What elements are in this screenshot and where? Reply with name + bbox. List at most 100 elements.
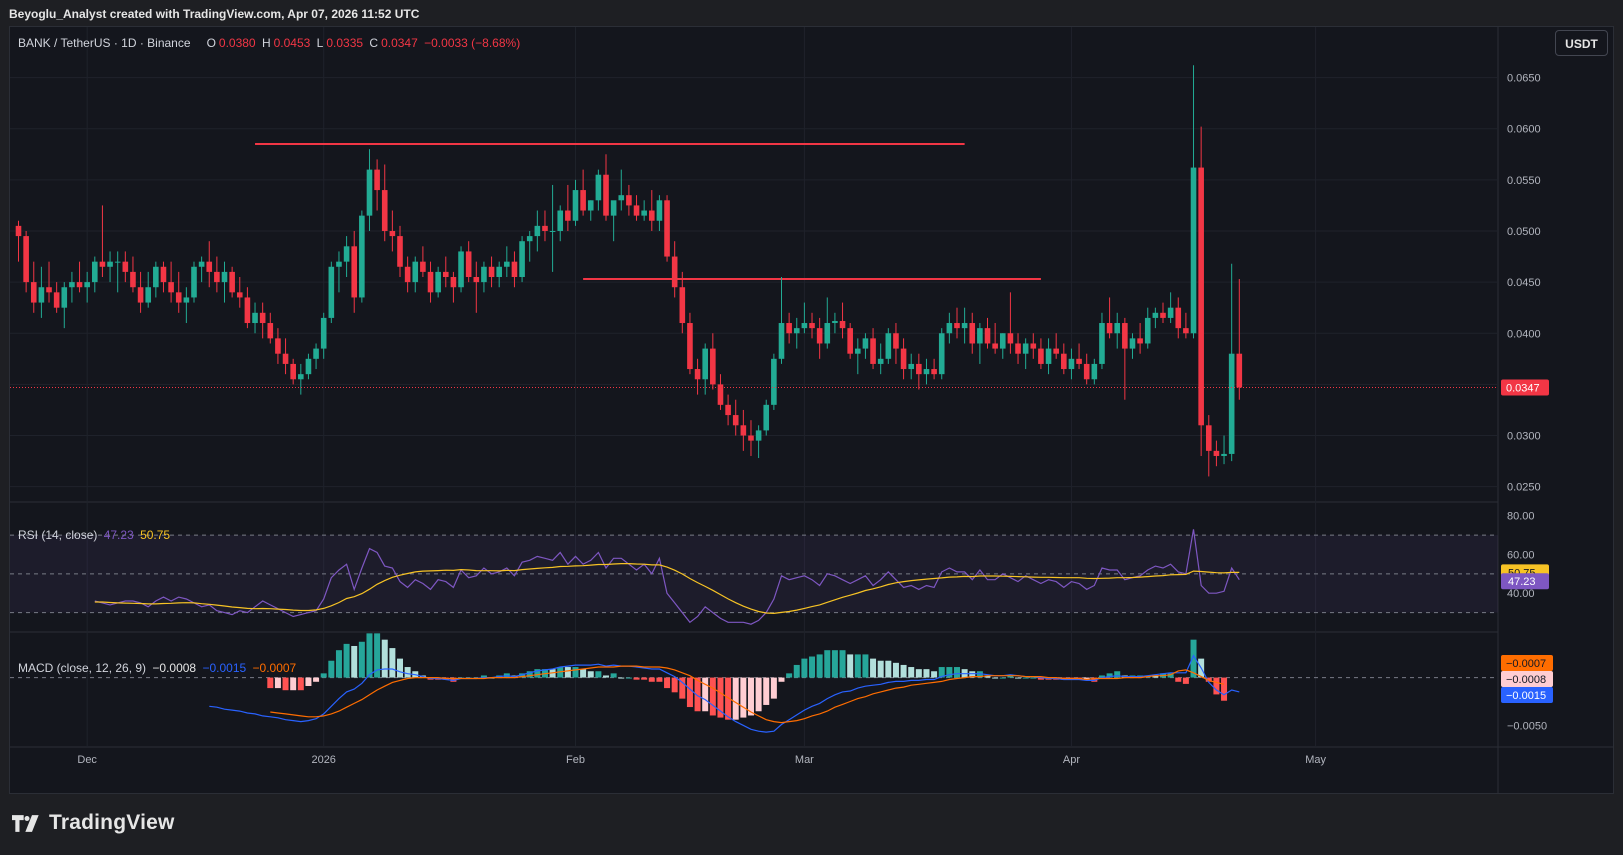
time-axis-label: 2026 <box>311 754 335 766</box>
candle-body <box>824 323 831 344</box>
candle-body <box>618 195 625 201</box>
candle-body <box>481 266 487 283</box>
candle-body <box>908 363 915 370</box>
candle-body <box>954 323 960 329</box>
macd-histogram-bar <box>351 645 358 678</box>
candle-body <box>1106 323 1113 334</box>
candle-body <box>1205 425 1212 451</box>
macd-histogram-bar <box>381 639 388 678</box>
high-value: 0.0453 <box>273 36 311 50</box>
candle-body <box>1160 312 1166 318</box>
candle-body <box>450 277 457 288</box>
candle-body <box>320 317 327 349</box>
macd-histogram-bar <box>839 650 846 678</box>
macd-histogram-bar <box>1007 675 1014 678</box>
macd-histogram-bar <box>969 671 976 678</box>
candle-body <box>442 271 449 277</box>
macd-histogram-bar <box>686 677 693 708</box>
time-axis-label: Feb <box>566 754 585 766</box>
candle-body <box>557 210 564 231</box>
last-price-tag <box>1501 379 1549 396</box>
candle-body <box>137 287 144 303</box>
macd-histogram-bar <box>519 673 526 678</box>
macd-histogram-bar <box>313 677 320 682</box>
candle-body <box>236 292 243 298</box>
candle-body <box>832 320 838 324</box>
candle-body <box>1175 307 1182 329</box>
candle-body <box>664 200 670 257</box>
open-label: O <box>206 36 216 50</box>
macd-histogram-bar <box>389 648 396 678</box>
macd-histogram-bar <box>1221 677 1228 701</box>
macd-histogram-bar <box>335 650 342 678</box>
macd-signal-tag <box>1501 655 1553 671</box>
chart-container[interactable]: 0.0650 0.0600 0.0550 0.0500 0.0450 0.0400 0.03… <box>9 26 1614 794</box>
macd-histogram-bar <box>953 667 960 678</box>
tradingview-logo[interactable]: TradingView <box>12 811 175 835</box>
candle-body <box>1152 312 1159 318</box>
candle-body <box>809 323 815 329</box>
candle-body <box>1167 307 1174 318</box>
macd-histogram-bar <box>1175 677 1182 682</box>
macd-histogram-bar <box>374 633 381 678</box>
candle-body <box>931 369 937 375</box>
rsi-ma-value: 50.75 <box>140 528 171 542</box>
candle-body <box>275 338 281 354</box>
macd-histogram-bar <box>397 658 403 678</box>
macd-histogram-bar <box>816 654 823 678</box>
macd-histogram-bar <box>633 677 640 680</box>
candle-body <box>1099 323 1105 364</box>
price-axis-label: 0.0450 <box>1507 277 1541 289</box>
currency-button[interactable]: USDT <box>1555 30 1608 56</box>
candle-body <box>38 287 45 303</box>
candle-body <box>656 200 663 221</box>
candle-body <box>198 261 205 267</box>
low-label: L <box>316 36 324 50</box>
macd-histogram-bar <box>648 677 655 682</box>
macd-line-tag-label: −0.0015 <box>1506 690 1546 702</box>
candle-body <box>46 287 52 293</box>
close-value: 0.0347 <box>381 36 418 50</box>
macd-histogram-bar <box>328 660 335 678</box>
candle-body <box>1183 328 1189 334</box>
candle-body <box>1198 167 1204 426</box>
candle-body <box>374 169 380 191</box>
macd-histogram-bar <box>1030 677 1037 679</box>
macd-histogram-bar <box>297 677 304 691</box>
macd-histogram-bar <box>809 656 816 678</box>
chart-canvas[interactable]: 0.0650 0.0600 0.0550 0.0500 0.0450 0.0400 0.03… <box>10 27 1613 793</box>
candle-body <box>687 323 693 370</box>
macd-histogram-bar <box>564 667 571 678</box>
macd-histogram-bar <box>770 677 777 699</box>
candle-body <box>801 323 808 329</box>
candle-body <box>855 348 861 354</box>
macd-histogram-bar <box>671 677 678 693</box>
candle-body <box>877 358 884 364</box>
macd-histogram-bar <box>793 664 800 678</box>
symbol-title[interactable]: BANK / TetherUS · 1D · Binance <box>18 36 191 50</box>
candle-body <box>1038 348 1044 364</box>
candle-body <box>267 323 274 339</box>
candle-body <box>244 297 251 324</box>
macd-title[interactable]: MACD (close, 12, 26, 9) <box>18 661 147 675</box>
candle-body <box>397 236 403 267</box>
candle-body <box>1015 343 1021 354</box>
open-value: 0.0380 <box>218 36 256 50</box>
macd-histogram-bar <box>984 675 991 678</box>
candle-body <box>214 271 220 283</box>
macd-histogram-bar <box>572 667 579 678</box>
candle-body <box>221 271 228 283</box>
macd-histogram-bar <box>778 677 785 682</box>
macd-histogram-bar <box>1182 677 1189 684</box>
candle-body <box>1236 353 1243 388</box>
rsi-title[interactable]: RSI (14, close) <box>18 528 98 542</box>
candle-body <box>771 358 777 405</box>
candle-body <box>519 241 525 277</box>
candle-body <box>580 190 586 211</box>
rsi-ma-line <box>94 563 1240 615</box>
candle-body <box>473 277 480 283</box>
macd-histogram-bar <box>976 671 983 678</box>
candle-body <box>1221 453 1227 456</box>
macd-histogram-bar <box>1015 677 1022 679</box>
macd-histogram-bar <box>786 673 793 678</box>
